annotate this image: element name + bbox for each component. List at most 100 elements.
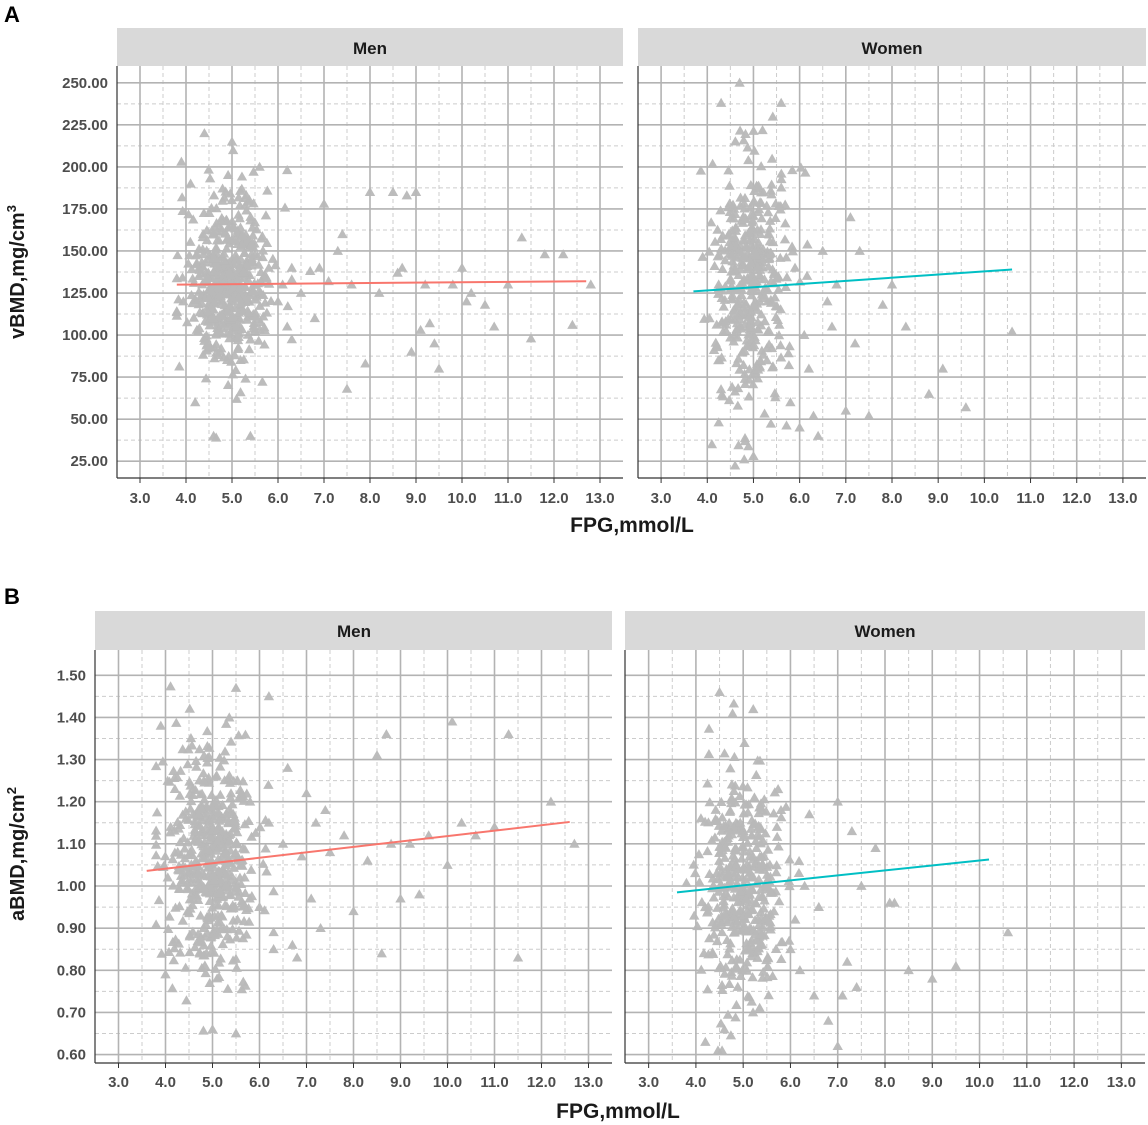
point-men-a-492 bbox=[216, 299, 228, 309]
point-men-b-336 bbox=[169, 772, 180, 782]
point-women-b-163 bbox=[746, 996, 757, 1006]
point-women-a-442 bbox=[1006, 326, 1018, 336]
point-women-a-247 bbox=[728, 213, 740, 223]
point-women-b-350 bbox=[698, 947, 710, 958]
point-men-b-171 bbox=[222, 983, 234, 993]
point-women-a-408 bbox=[772, 271, 784, 281]
x-tick-label-men-a-1: 4.0 bbox=[176, 490, 197, 507]
point-men-b-349 bbox=[227, 799, 238, 809]
point-women-a-284 bbox=[765, 248, 777, 258]
point-women-b-422 bbox=[789, 914, 801, 924]
point-women-a-447 bbox=[748, 450, 759, 461]
point-men-a-498 bbox=[238, 267, 249, 277]
point-women-b-361 bbox=[735, 886, 746, 896]
facet-title-women-a: Women bbox=[861, 39, 922, 58]
point-women-b-440 bbox=[950, 960, 962, 970]
point-women-a-127 bbox=[781, 272, 793, 282]
point-men-b-340 bbox=[187, 900, 198, 910]
point-women-a-163 bbox=[740, 128, 751, 139]
point-men-a-551 bbox=[231, 393, 242, 403]
point-women-b-181 bbox=[731, 963, 742, 973]
point-men-b-534 bbox=[324, 847, 336, 857]
point-women-a-337 bbox=[770, 212, 781, 222]
point-men-b-527 bbox=[291, 952, 303, 962]
point-men-a-544 bbox=[185, 178, 196, 188]
point-women-a-217 bbox=[738, 135, 749, 145]
point-women-b-359 bbox=[756, 851, 767, 861]
point-women-a-419 bbox=[738, 297, 750, 307]
point-men-b-290 bbox=[245, 864, 257, 874]
point-women-a-441 bbox=[960, 402, 972, 412]
point-women-b-334 bbox=[681, 877, 692, 887]
point-men-a-479 bbox=[196, 298, 207, 308]
point-women-b-277 bbox=[693, 849, 705, 859]
point-women-a-240 bbox=[762, 285, 774, 295]
x-tick-label-men-b-4: 7.0 bbox=[296, 1074, 317, 1091]
point-women-a-382 bbox=[769, 292, 781, 302]
point-women-b-424 bbox=[799, 880, 810, 890]
point-men-a-327 bbox=[213, 274, 224, 284]
x-tick-label-women-b-7: 10.0 bbox=[965, 1074, 994, 1091]
point-women-a-47 bbox=[724, 180, 735, 190]
point-women-a-189 bbox=[762, 207, 774, 217]
point-women-a-106 bbox=[800, 167, 811, 177]
point-men-b-413 bbox=[183, 884, 194, 894]
x-tick-label-women-a-1: 4.0 bbox=[697, 490, 718, 507]
point-women-b-89 bbox=[728, 698, 740, 708]
point-men-a-435 bbox=[239, 247, 250, 257]
point-men-a-468 bbox=[194, 323, 205, 333]
point-women-a-262 bbox=[728, 203, 740, 213]
point-men-a-512 bbox=[337, 228, 348, 239]
point-men-a-401 bbox=[229, 350, 240, 360]
point-men-b-444 bbox=[194, 947, 205, 957]
point-men-a-395 bbox=[222, 321, 234, 331]
x-tick-label-men-a-3: 6.0 bbox=[268, 490, 289, 507]
panel-a: A 25.00 50.00 75.00 100.00 125.00 150.00 175.0… bbox=[4, 2, 1146, 537]
point-men-a-277 bbox=[211, 244, 222, 254]
point-men-b-108 bbox=[263, 779, 274, 789]
facet-women-a: Women 3.0 4.0 5.0 6.0 7.0 8.0 9.0 10.0 11.0 12.0 1… bbox=[637, 28, 1146, 507]
point-women-a-371 bbox=[747, 222, 758, 232]
point-women-a-369 bbox=[741, 242, 753, 252]
point-men-a-287 bbox=[245, 211, 256, 221]
point-men-a-482 bbox=[171, 310, 182, 320]
panel-a-y-axis-label-sup: 3 bbox=[4, 205, 19, 212]
point-women-b-378 bbox=[706, 835, 717, 845]
x-tick-label-women-b-5: 8.0 bbox=[875, 1074, 896, 1091]
x-tick-label-men-a-9: 12.0 bbox=[539, 490, 568, 507]
point-women-a-437 bbox=[886, 279, 898, 289]
point-men-b-451 bbox=[214, 886, 226, 896]
point-women-b-375 bbox=[724, 978, 735, 989]
point-women-a-204 bbox=[762, 326, 773, 336]
facet-strip-men-b bbox=[95, 611, 612, 650]
point-women-a-391 bbox=[735, 247, 747, 257]
point-men-a-533 bbox=[479, 299, 491, 309]
point-women-b-394 bbox=[744, 884, 755, 894]
point-men-a-473 bbox=[198, 248, 209, 259]
x-tick-label-men-a-5: 8.0 bbox=[360, 490, 381, 507]
point-women-a-267 bbox=[739, 203, 750, 213]
point-men-a-470 bbox=[185, 236, 196, 246]
point-men-b-352 bbox=[168, 955, 179, 965]
point-men-a-549 bbox=[254, 161, 265, 171]
point-men-b-459 bbox=[241, 904, 252, 914]
point-women-b-60 bbox=[708, 892, 720, 902]
point-men-b-418 bbox=[257, 858, 269, 868]
point-women-b-303 bbox=[719, 908, 731, 919]
point-women-b-312 bbox=[776, 812, 787, 822]
point-men-b-353 bbox=[250, 827, 261, 837]
point-men-a-294 bbox=[172, 250, 183, 260]
point-men-a-433 bbox=[233, 284, 245, 294]
point-men-b-253 bbox=[184, 946, 195, 957]
point-men-a-527 bbox=[429, 338, 440, 348]
x-tick-labels-women-a: 3.0 4.0 5.0 6.0 7.0 8.0 9.0 10.0 11.0 12.0 13.0 bbox=[651, 478, 1138, 507]
point-women-a-432 bbox=[845, 212, 856, 222]
point-women-b-429 bbox=[832, 796, 843, 806]
point-women-a-343 bbox=[748, 125, 759, 135]
point-women-a-329 bbox=[747, 211, 759, 221]
facet-title-men-b: Men bbox=[337, 622, 371, 641]
x-tick-label-women-b-6: 9.0 bbox=[922, 1074, 943, 1091]
point-men-b-481 bbox=[196, 803, 207, 813]
point-men-b-399 bbox=[211, 770, 222, 780]
point-women-a-427 bbox=[817, 245, 828, 255]
